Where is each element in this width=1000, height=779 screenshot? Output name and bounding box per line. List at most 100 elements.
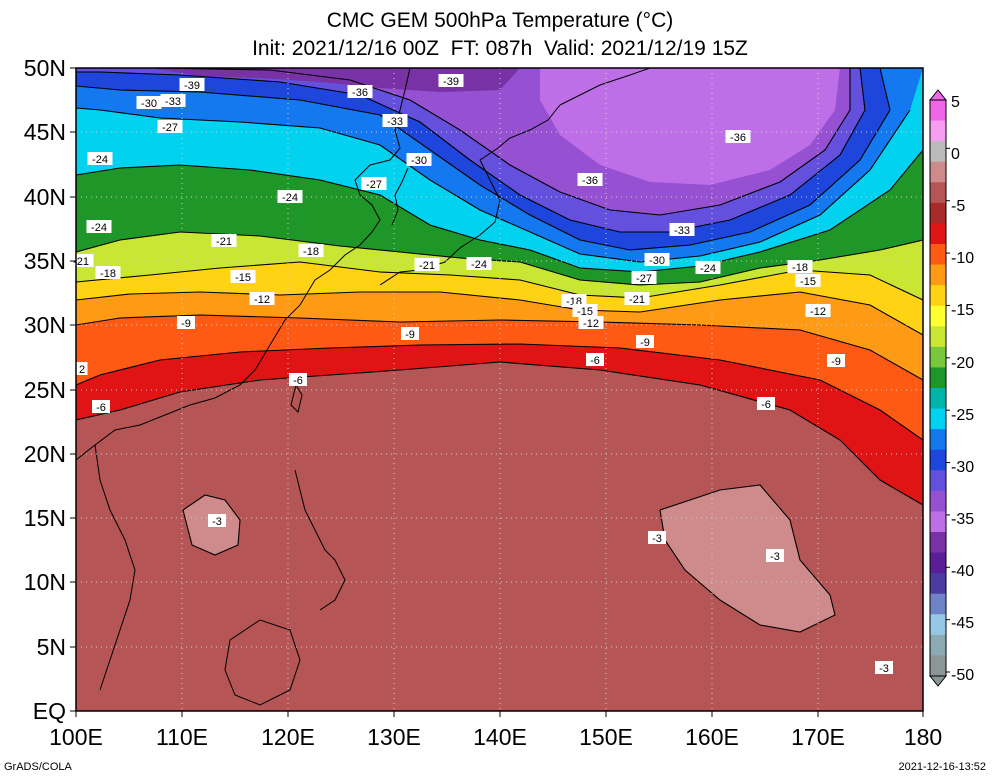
contour-label-bg bbox=[577, 173, 603, 186]
contour-label-bg bbox=[766, 549, 784, 562]
colorbar-swatch bbox=[930, 285, 946, 307]
contour-label: -21 bbox=[414, 258, 440, 272]
contour-label-text: -12 bbox=[583, 318, 599, 330]
contour-label-bg bbox=[136, 96, 162, 109]
contour-label-text: -12 bbox=[254, 294, 270, 306]
contour-label: -33 bbox=[160, 94, 186, 108]
contour-label-text: -24 bbox=[91, 222, 107, 234]
contour-label: -15 bbox=[230, 270, 256, 284]
contour-label-bg bbox=[572, 304, 598, 317]
contour-label-text: -27 bbox=[636, 273, 652, 285]
contour-label-bg bbox=[177, 316, 195, 329]
contour-label-text: -15 bbox=[800, 276, 816, 288]
contour-label-text: -15 bbox=[235, 272, 251, 284]
contour-line bbox=[76, 361, 923, 506]
contour-label: -24 bbox=[277, 190, 303, 204]
contour-label-text: -30 bbox=[411, 155, 427, 167]
lon-label-180: 180 bbox=[903, 724, 943, 750]
colorbar-swatch bbox=[930, 511, 946, 533]
colorbar-label: -10 bbox=[951, 250, 975, 267]
contour-label-bg bbox=[757, 397, 775, 410]
contour-label: -3 bbox=[766, 549, 784, 563]
contour-label-bg bbox=[347, 85, 373, 98]
colorbar-swatch bbox=[930, 449, 946, 471]
contour-label-bg bbox=[401, 327, 419, 340]
colorbar-swatch bbox=[930, 552, 946, 574]
contour-label: -21 bbox=[211, 234, 237, 248]
contour-label-text: -39 bbox=[443, 76, 459, 88]
contour-label: -27 bbox=[361, 177, 387, 191]
contour-label-bg bbox=[875, 661, 893, 674]
contour-label: -21 bbox=[624, 292, 650, 306]
contour-label-bg bbox=[578, 316, 604, 329]
colorbar-swatch bbox=[930, 593, 946, 615]
colorbar bbox=[928, 89, 950, 687]
contour-label: -6 bbox=[586, 353, 604, 367]
colorbar-swatch bbox=[930, 429, 946, 451]
contour-label: -39 bbox=[438, 74, 464, 88]
contour-label-text: -6 bbox=[590, 355, 600, 367]
contour-label: -12 bbox=[578, 316, 604, 330]
contour-label-bg bbox=[795, 274, 821, 287]
contour-label-bg bbox=[68, 254, 94, 267]
contour-label-bg bbox=[76, 362, 88, 375]
contour-label: -3 bbox=[208, 514, 226, 528]
lat-label-20n: 20N bbox=[23, 441, 66, 467]
contour-line bbox=[659, 484, 836, 633]
contour-label: -30 bbox=[406, 153, 432, 167]
lon-label-140e: 140E bbox=[473, 724, 527, 750]
lat-label-25n: 25N bbox=[23, 377, 66, 403]
colorbar-swatch bbox=[930, 655, 946, 677]
colorbar-swatch bbox=[930, 202, 946, 224]
colorbar-arrow-top bbox=[928, 89, 948, 101]
patch-minus-3-south bbox=[660, 485, 835, 632]
contour-label-bg bbox=[624, 292, 650, 305]
colorbar-label: 5 bbox=[951, 94, 960, 111]
contour-label-text: -3 bbox=[770, 551, 780, 563]
contour-label-text: -24 bbox=[471, 259, 487, 271]
coastline-kamchatka bbox=[559, 68, 651, 106]
colorbar-swatch bbox=[930, 367, 946, 389]
contour-label: -15 bbox=[795, 274, 821, 288]
contour-label-text: -9 bbox=[181, 318, 191, 330]
contour-label: -30 bbox=[644, 253, 670, 267]
lat-label-5n: 5N bbox=[36, 634, 66, 660]
contour-label: -39 bbox=[179, 78, 205, 92]
contour-label-bg bbox=[211, 234, 237, 247]
contour-label-bg bbox=[695, 261, 721, 274]
contour-label-bg bbox=[827, 354, 845, 367]
lat-label-40n: 40N bbox=[23, 184, 66, 210]
lat-label-10n: 10N bbox=[23, 569, 66, 595]
contour-label-text: -39 bbox=[184, 80, 200, 92]
contour-label-bg bbox=[361, 177, 387, 190]
colorbar-swatch bbox=[930, 346, 946, 368]
contour-label-text: -21 bbox=[216, 236, 232, 248]
contour-label-text: -33 bbox=[674, 225, 690, 237]
contour-label: -36 bbox=[577, 173, 603, 187]
contour-label-text: -15 bbox=[577, 306, 593, 318]
contour-label-bg bbox=[561, 294, 587, 307]
contour-label-text: -3 bbox=[212, 516, 222, 528]
contour-line bbox=[76, 107, 911, 263]
contour-label-bg bbox=[725, 130, 751, 143]
contour-label-text: -9 bbox=[831, 356, 841, 368]
chart-title: CMC GEM 500hPa Temperature (°C) bbox=[326, 9, 674, 32]
contour-label-bg bbox=[277, 190, 303, 203]
contour-label-text: -9 bbox=[640, 337, 650, 349]
contour-label: -6 bbox=[92, 400, 110, 414]
contour-label-text: -27 bbox=[366, 179, 382, 191]
coastline-borneo bbox=[224, 619, 301, 706]
coastline-taiwan bbox=[290, 383, 303, 413]
contour-label: -12 bbox=[805, 304, 831, 318]
colorbar-swatch bbox=[930, 141, 946, 163]
contour-label-bg bbox=[805, 304, 831, 317]
contour-line bbox=[182, 494, 241, 556]
contour-label: -15 bbox=[572, 304, 598, 318]
contour-label-bg bbox=[466, 257, 492, 270]
axis-ticks bbox=[70, 67, 924, 717]
contour-label-bg bbox=[636, 335, 654, 348]
lat-label-45n: 45N bbox=[23, 119, 66, 145]
lon-label-110e: 110E bbox=[155, 724, 208, 750]
contour-label-bg bbox=[669, 223, 695, 236]
